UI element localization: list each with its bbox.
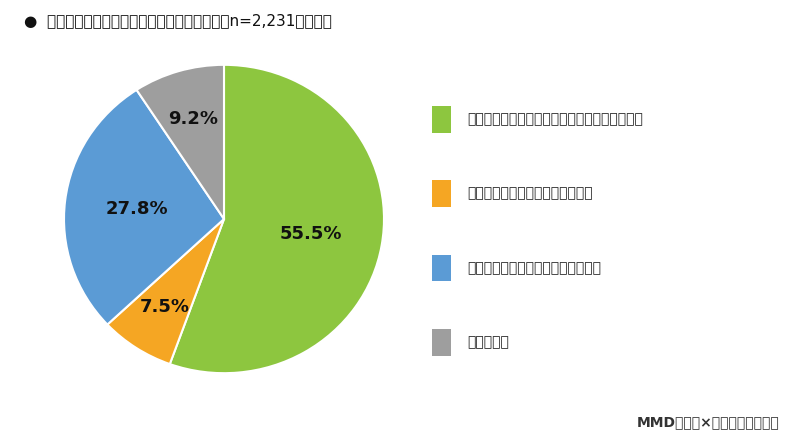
Text: 現在、受け取りの申請をしている: 現在、受け取りの申請をしている — [467, 187, 593, 201]
Text: 7.5%: 7.5% — [139, 298, 190, 316]
FancyBboxPatch shape — [432, 254, 451, 282]
Text: MMD研究所×スマートアンサー: MMD研究所×スマートアンサー — [638, 415, 780, 429]
FancyBboxPatch shape — [432, 180, 451, 207]
Wedge shape — [107, 219, 224, 364]
Wedge shape — [137, 65, 224, 219]
Text: ●  顔写真付きのマイナンバーカードの所有率（n=2,231、単数）: ● 顔写真付きのマイナンバーカードの所有率（n=2,231、単数） — [24, 13, 332, 28]
Wedge shape — [64, 90, 224, 325]
Text: マイナンバーカードを持っていない: マイナンバーカードを持っていない — [467, 261, 602, 275]
Text: わからない: わからない — [467, 336, 509, 350]
Text: 9.2%: 9.2% — [168, 110, 218, 127]
FancyBboxPatch shape — [432, 329, 451, 356]
Text: 55.5%: 55.5% — [279, 225, 342, 243]
Text: 顔写真付きのマイナンバーカードを持っている: 顔写真付きのマイナンバーカードを持っている — [467, 112, 643, 126]
FancyBboxPatch shape — [432, 106, 451, 133]
Wedge shape — [170, 65, 384, 373]
Text: 27.8%: 27.8% — [106, 200, 168, 218]
